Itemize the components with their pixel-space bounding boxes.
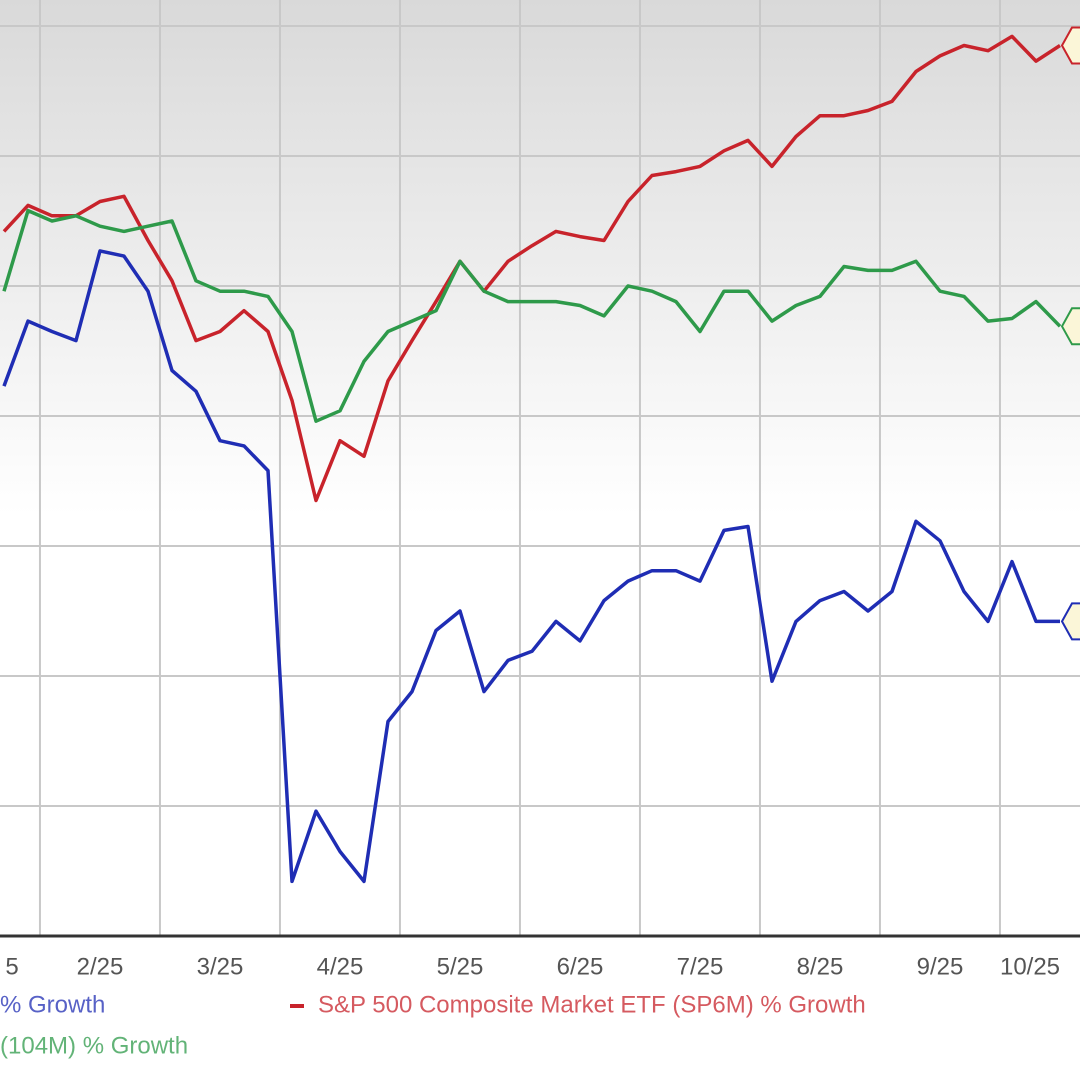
end-marker	[1060, 602, 1080, 641]
x-tick-label: 9/25	[917, 953, 964, 980]
x-tick-label: 3/25	[197, 953, 244, 980]
x-tick-label: 2/25	[77, 953, 124, 980]
legend-label: % Growth	[0, 991, 105, 1018]
x-tick-label: 8/25	[797, 953, 844, 980]
x-tick-label: 5	[5, 953, 18, 980]
x-tick-label: 6/25	[557, 953, 604, 980]
legend-label: (104M) % Growth	[0, 1032, 188, 1059]
end-marker	[1060, 307, 1080, 346]
x-tick-label: 5/25	[437, 953, 484, 980]
series-line	[2, 249, 1060, 884]
plot-background	[0, 0, 1080, 936]
series-line	[2, 208, 1062, 423]
x-tick-label: 10/25	[1000, 953, 1060, 980]
x-tick-label: 7/25	[677, 953, 724, 980]
legend-label: S&P 500 Composite Market ETF (SP6M) % Gr…	[318, 991, 866, 1018]
end-marker	[1060, 26, 1080, 65]
series-line	[2, 34, 1061, 503]
x-tick-label: 4/25	[317, 953, 364, 980]
